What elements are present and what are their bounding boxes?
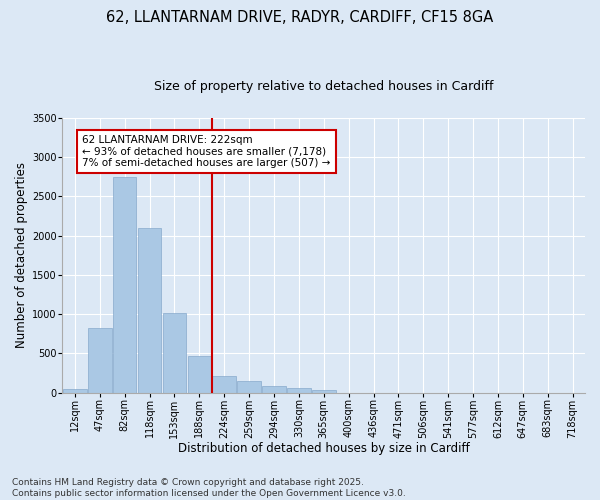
Bar	[163, 312, 186, 393]
Bar	[188, 356, 211, 393]
Text: 62 LLANTARNAM DRIVE: 222sqm
← 93% of detached houses are smaller (7,178)
7% of s: 62 LLANTARNAM DRIVE: 222sqm ← 93% of det…	[82, 135, 331, 168]
Bar	[237, 380, 261, 393]
Bar	[63, 389, 87, 393]
Bar	[113, 176, 136, 393]
Text: 62, LLANTARNAM DRIVE, RADYR, CARDIFF, CF15 8GA: 62, LLANTARNAM DRIVE, RADYR, CARDIFF, CF…	[106, 10, 494, 25]
Bar	[212, 376, 236, 393]
Bar	[312, 390, 335, 393]
Y-axis label: Number of detached properties: Number of detached properties	[15, 162, 28, 348]
X-axis label: Distribution of detached houses by size in Cardiff: Distribution of detached houses by size …	[178, 442, 470, 455]
Text: Contains HM Land Registry data © Crown copyright and database right 2025.
Contai: Contains HM Land Registry data © Crown c…	[12, 478, 406, 498]
Bar	[287, 388, 311, 393]
Title: Size of property relative to detached houses in Cardiff: Size of property relative to detached ho…	[154, 80, 493, 93]
Bar	[138, 228, 161, 393]
Bar	[88, 328, 112, 393]
Bar	[262, 386, 286, 393]
